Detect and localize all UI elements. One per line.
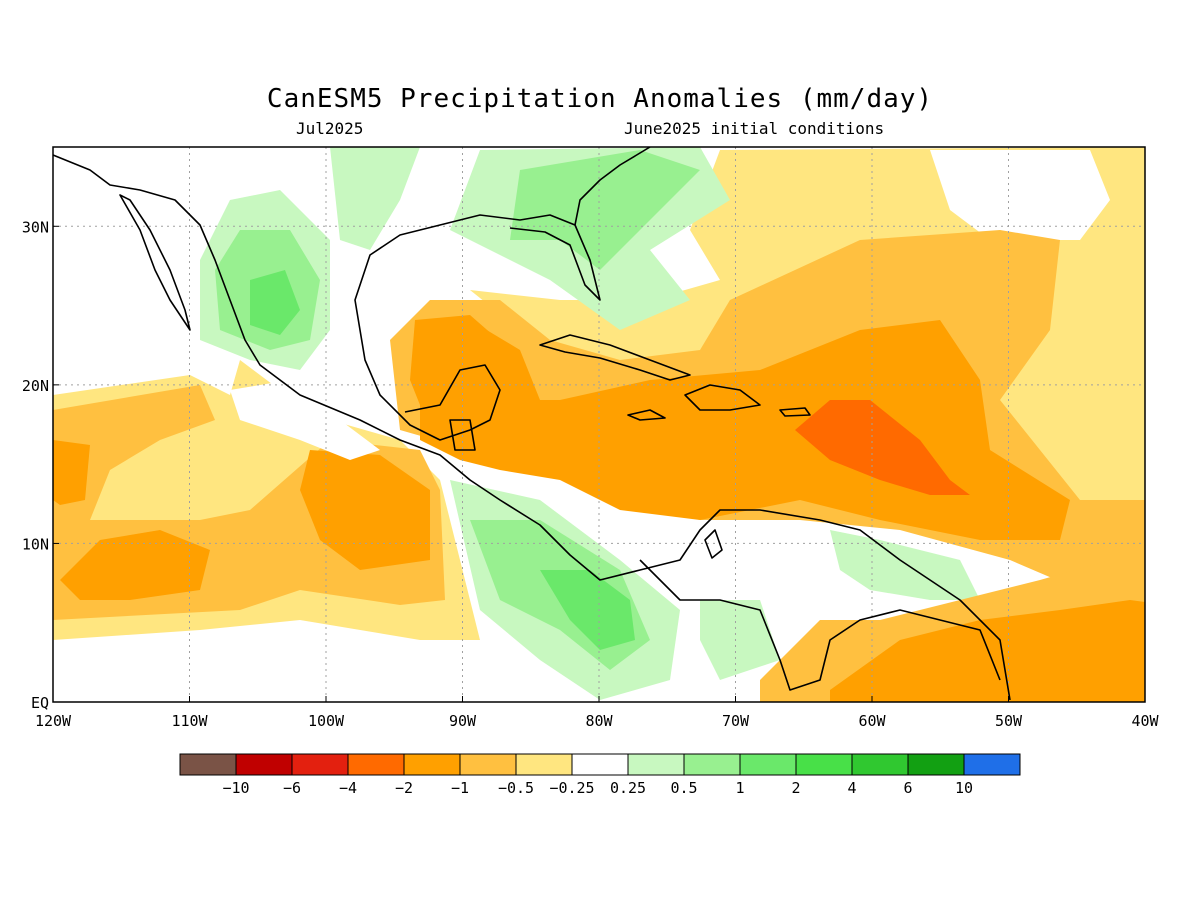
colorbar-swatch — [235, 753, 293, 776]
neutral-area-central — [230, 380, 380, 460]
longitude-labels: 120W 110W 100W 90W 80W 70W 60W 50W 40W — [35, 696, 1160, 730]
colorbar-swatch — [347, 753, 405, 776]
colorbar-label: 1 — [735, 779, 744, 797]
initial-conditions-label: June2025 initial conditions — [624, 119, 885, 138]
lat-tick-label: 30N — [22, 218, 49, 236]
colorbar-swatch — [851, 753, 909, 776]
colorbar-label: 6 — [903, 779, 912, 797]
colorbar-swatch — [795, 753, 853, 776]
coastline-yucatan-border — [449, 419, 476, 451]
wet-area-sierra-madre-core — [250, 270, 300, 335]
colorbar-swatch — [907, 753, 965, 776]
lat-tick-label: EQ — [31, 694, 49, 712]
lon-tick-label: 100W — [308, 712, 345, 730]
colorbar-swatch — [683, 753, 741, 776]
colorbar-swatch — [459, 753, 517, 776]
lat-tick-label: 10N — [22, 535, 49, 553]
dry-area-pacific-inner — [300, 450, 430, 570]
coastline-gulf-of-mexico — [354, 214, 601, 441]
coastline-north-america — [53, 154, 1011, 701]
coastline-south-america — [639, 559, 1001, 691]
colorbar-label: 10 — [955, 779, 973, 797]
colorbar-label: 0.25 — [610, 779, 646, 797]
coastline-baja-california — [119, 194, 191, 331]
lon-tick-label: 50W — [995, 712, 1023, 730]
colorbar-label: 0.5 — [670, 779, 697, 797]
graticule-grid — [53, 147, 1145, 702]
lon-tick-label: 120W — [35, 712, 72, 730]
wet-area-guyana — [830, 530, 980, 600]
coastlines — [53, 147, 1011, 701]
coastline-atlantic-us — [574, 147, 651, 226]
wet-area-texas — [330, 147, 420, 250]
colorbar: −10 −6 −4 −2 −1 −0.5 −0.25 0.25 0.5 1 2 4 6 10 — [179, 753, 1021, 797]
lon-tick-label: 110W — [171, 712, 208, 730]
dry-area-pacific-nw — [53, 440, 90, 505]
coastline-jamaica — [627, 409, 666, 421]
coastline-puerto-rico — [779, 407, 811, 417]
wet-area-southeast-us-inner — [510, 150, 700, 270]
dry-area-pacific-west — [60, 530, 210, 600]
map-title: CanESM5 Precipitation Anomalies (mm/day) — [266, 84, 934, 114]
coastline-lake-maracaibo — [704, 529, 723, 559]
colorbar-label: −2 — [395, 779, 413, 797]
wet-area-panama — [540, 570, 635, 650]
coastline-cuba — [539, 334, 691, 381]
dry-area-yucatan — [410, 315, 510, 430]
colorbar-swatch — [515, 753, 573, 776]
colorbar-label: −0.25 — [549, 779, 594, 797]
valid-month-label: Jul2025 — [296, 119, 364, 138]
anomaly-fields — [53, 147, 1145, 702]
colorbar-label: −1 — [451, 779, 469, 797]
wet-area-colombia — [700, 600, 780, 680]
lat-tick-label: 20N — [22, 377, 49, 395]
dry-area-south-america-inner — [830, 600, 1145, 702]
colorbar-swatch — [179, 753, 237, 776]
very-dry-area-lesser-antilles — [795, 400, 970, 495]
neutral-area-ne — [930, 150, 1110, 240]
colorbar-label: −4 — [339, 779, 357, 797]
colorbar-label: −6 — [283, 779, 301, 797]
coastline-hispaniola — [684, 384, 761, 411]
colorbar-swatch — [403, 753, 461, 776]
colorbar-label: −0.5 — [498, 779, 534, 797]
colorbar-label: 2 — [791, 779, 800, 797]
lon-tick-label: 60W — [858, 712, 886, 730]
colorbar-label: −10 — [222, 779, 249, 797]
colorbar-swatch — [739, 753, 797, 776]
colorbar-swatch — [963, 753, 1021, 776]
lon-tick-label: 40W — [1131, 712, 1159, 730]
lon-tick-label: 80W — [585, 712, 613, 730]
lon-tick-label: 70W — [722, 712, 750, 730]
colorbar-swatch — [291, 753, 349, 776]
latitude-labels: EQ 10N 20N 30N — [22, 218, 59, 712]
colorbar-label: 4 — [847, 779, 856, 797]
colorbar-swatch — [571, 753, 629, 776]
lon-tick-label: 90W — [449, 712, 477, 730]
colorbar-swatch — [627, 753, 685, 776]
